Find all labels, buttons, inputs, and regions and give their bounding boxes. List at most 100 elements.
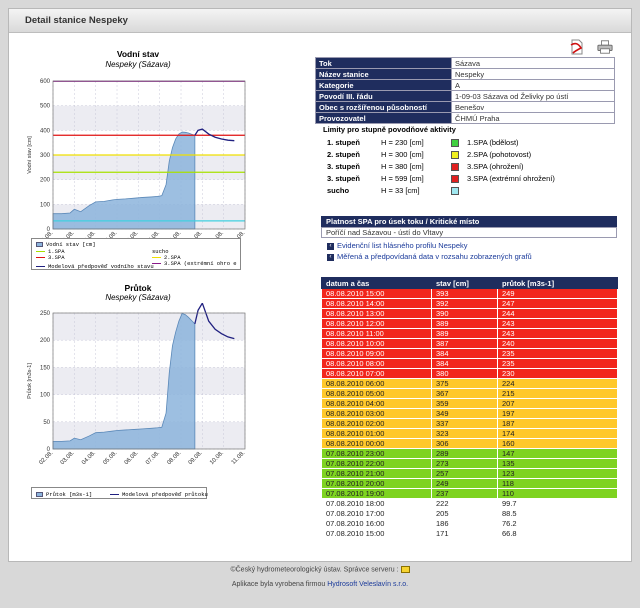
info-value: Benešov (451, 101, 615, 113)
cell-stav: 222 (431, 498, 498, 509)
mail-icon[interactable] (400, 566, 410, 573)
col-stav: stav [cm] (431, 277, 498, 289)
info-key: Provozovatel (315, 112, 452, 124)
limit-height: H = 380 [cm] (381, 162, 424, 171)
forecast-line (194, 303, 235, 340)
limit-row: 1. stupeň H = 230 [cm] 1.SPA (bdělost) (323, 138, 615, 150)
station-info-table: Tok Sázava Název stanice Nespeky Kategorie A P… (315, 57, 615, 124)
legend-spa2: 2.SPA (152, 254, 181, 261)
x-tick-label: 04.08. (81, 450, 97, 466)
limit-row: 3. stupeň H = 599 [cm] 3.SPA (extrémní ohr… (323, 174, 615, 186)
cell-datetime: 08.08.2010 05:00 (321, 388, 432, 399)
plot-band (53, 367, 245, 395)
info-value: Sázava (451, 57, 615, 69)
footer: ©Český hydrometeorologický ústav. Správc… (0, 566, 640, 588)
table-row: 08.08.2010 01:00 323 174 (321, 428, 618, 439)
chart1-title: Vodní stav (116, 49, 160, 59)
y-tick-label: 50 (43, 420, 50, 426)
cell-prutok: 197 (497, 408, 618, 419)
link-measured-data[interactable]: ‹ Měřená a předpovídaná data v rozsahu zo… (327, 252, 532, 261)
cell-datetime: 07.08.2010 23:00 (321, 448, 432, 459)
table-row: 07.08.2010 17:00 205 88.5 (321, 508, 618, 519)
chart2-subtitle: Nespeky (Sázava) (105, 293, 171, 302)
table-row: 08.08.2010 09:00 384 235 (321, 348, 618, 359)
limit-row: 2. stupeň H = 300 [cm] 2.SPA (pohotovost) (323, 150, 615, 162)
legend-spa3: 3.SPA (36, 254, 65, 261)
cell-stav: 337 (431, 418, 498, 429)
x-tick-label: 09.08. (188, 450, 204, 466)
flood-limits: Limity pro stupně povodňové aktivity 1. … (323, 125, 615, 198)
cell-datetime: 07.08.2010 20:00 (321, 478, 432, 489)
cell-prutok: 247 (497, 298, 618, 309)
cell-stav: 273 (431, 458, 498, 469)
y-tick-label: 0 (47, 447, 51, 453)
y-tick-label: 150 (40, 365, 51, 371)
info-key: Název stanice (315, 68, 452, 80)
detail-panel: Detail stanice Nespeky Vodní stav Nespek… (8, 8, 632, 562)
footer-firm-link[interactable]: Hydrosoft Veleslavín s.r.o. (327, 581, 409, 589)
arrow-icon: ‹ (327, 242, 334, 250)
plot-band (53, 313, 245, 341)
info-row: Tok Sázava (315, 57, 615, 69)
cell-stav: 289 (431, 448, 498, 459)
cell-datetime: 08.08.2010 12:00 (321, 318, 432, 329)
cell-datetime: 08.08.2010 00:00 (321, 438, 432, 449)
pdf-icon[interactable] (569, 39, 585, 55)
limit-color-swatch (451, 151, 459, 159)
col-datetime: datum a čas (321, 277, 432, 289)
info-row: Obec s rozšířenou působností Benešov (315, 101, 615, 113)
cell-stav: 389 (431, 318, 498, 329)
info-key: Kategorie (315, 79, 452, 91)
cell-prutok: 76.2 (497, 518, 618, 529)
table-row: 07.08.2010 22:00 273 135 (321, 458, 618, 469)
cell-datetime: 08.08.2010 07:00 (321, 368, 432, 379)
plot-band (53, 81, 245, 106)
cell-prutok: 123 (497, 468, 618, 479)
y-tick-label: 250 (40, 311, 51, 317)
limit-height: H = 599 [cm] (381, 174, 424, 183)
cell-stav: 393 (431, 288, 498, 299)
info-value: A (451, 79, 615, 91)
cell-prutok: 174 (497, 428, 618, 439)
info-key: Tok (315, 57, 452, 69)
plot-band (53, 105, 245, 131)
limit-height: H = 300 [cm] (381, 150, 424, 159)
cell-datetime: 08.08.2010 15:00 (321, 288, 432, 299)
printer-icon[interactable] (597, 39, 613, 55)
cell-prutok: 66.8 (497, 528, 618, 539)
cell-stav: 237 (431, 488, 498, 499)
info-value: ČHMÚ Praha (451, 112, 615, 124)
y-axis-label: Vodní stav [cm] (27, 136, 33, 174)
footer-copyright: ©Český hydrometeorologický ústav. Správc… (230, 566, 399, 574)
cell-datetime: 08.08.2010 01:00 (321, 428, 432, 439)
chart1-legend: Vodní stav [cm] 1.SPA sucho 3.SPA 2.SPA … (31, 238, 241, 270)
y-tick-label: 200 (40, 178, 51, 184)
cell-prutok: 230 (497, 368, 618, 379)
cell-datetime: 07.08.2010 19:00 (321, 488, 432, 499)
y-tick-label: 100 (40, 393, 51, 399)
limits-title: Limity pro stupně povodňové aktivity (323, 125, 456, 134)
legend-spa3x: 3.SPA (extrémní ohro e (152, 260, 237, 267)
table-row: 07.08.2010 20:00 249 118 (321, 478, 618, 489)
cell-prutok: 243 (497, 328, 618, 339)
link-evidence-sheet[interactable]: ‹ Evidenční list hlásného profilu Nespeky (327, 241, 468, 250)
plot-frame (52, 80, 246, 230)
cell-stav: 380 (431, 368, 498, 379)
limit-label: sucho (327, 186, 350, 195)
info-row: Název stanice Nespeky (315, 68, 615, 80)
limit-desc: 1.SPA (bdělost) (467, 138, 519, 147)
cell-datetime: 07.08.2010 18:00 (321, 498, 432, 509)
table-row: 07.08.2010 18:00 222 99.7 (321, 498, 618, 509)
limit-label: 3. stupeň (327, 162, 360, 171)
cell-prutok: 110 (497, 488, 618, 499)
y-tick-label: 500 (40, 104, 51, 110)
table-row: 08.08.2010 02:00 337 187 (321, 418, 618, 429)
cell-stav: 171 (431, 528, 498, 539)
y-tick-label: 600 (40, 79, 51, 85)
limit-desc: 3.SPA (extrémní ohrožení) (467, 174, 555, 183)
cell-prutok: 147 (497, 448, 618, 459)
legend-measured: Vodní stav [cm] (36, 241, 96, 248)
cell-prutok: 207 (497, 398, 618, 409)
table-row: 08.08.2010 12:00 389 243 (321, 318, 618, 329)
plot-band (53, 155, 245, 180)
